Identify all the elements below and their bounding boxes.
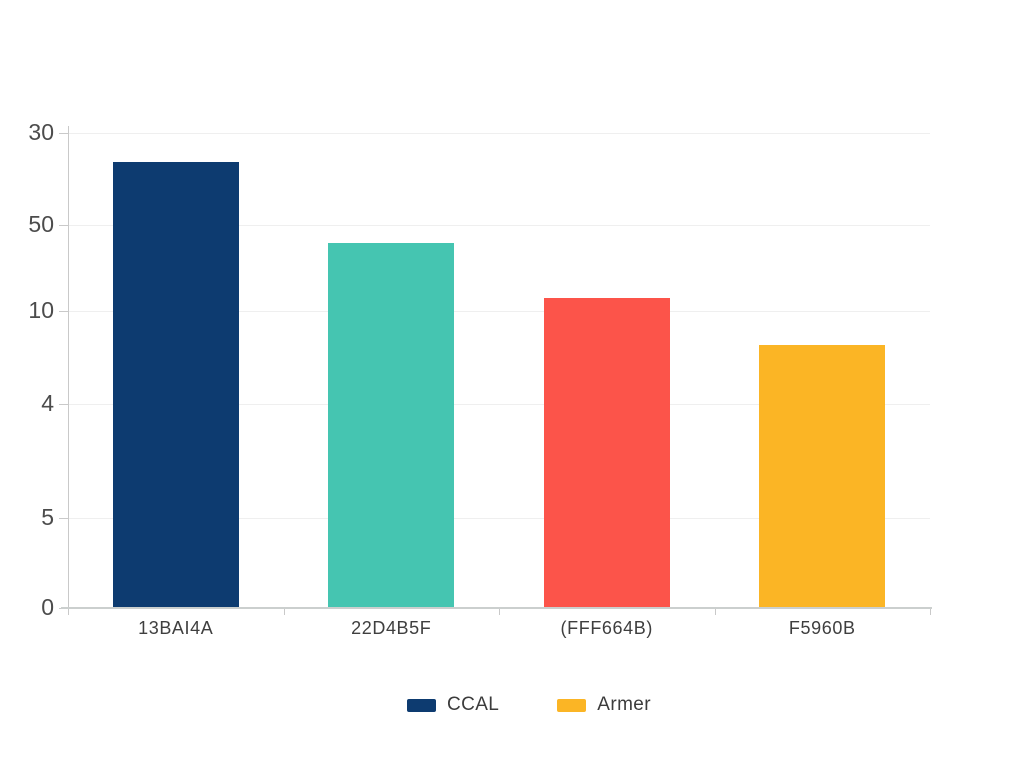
y-axis-tick-label: 50 [28, 211, 54, 238]
y-axis-tick [59, 311, 68, 313]
legend: CCAL Armer [0, 694, 1024, 716]
x-axis-labels: 13BAI4A 22D4B5F (FFF664B) F5960B [68, 618, 930, 639]
axis-ticks: 30 50 10 4 5 0 [28, 119, 931, 620]
y-axis-tick-label: 5 [41, 504, 54, 531]
legend-item-ccal: CCAL [406, 694, 500, 716]
legend-swatch [406, 698, 436, 712]
x-axis-tick-label: 22D4B5F [351, 618, 432, 638]
y-axis-tick-label: 30 [28, 119, 54, 146]
x-axis-tick-label: 13BAI4A [138, 618, 214, 638]
bar-slot [715, 130, 931, 608]
bar-slot [284, 130, 500, 608]
x-axis-tick [68, 608, 69, 615]
bar-slot [68, 130, 284, 608]
gridline [68, 311, 930, 313]
bar-1 [112, 162, 239, 608]
legend-label: Armer [597, 694, 652, 715]
gridline [68, 403, 930, 405]
gridline [68, 225, 930, 227]
x-axis-tick [499, 608, 500, 615]
bar-3 [543, 297, 670, 608]
y-axis-tick [59, 518, 68, 520]
y-axis-tick-label: 10 [28, 297, 54, 324]
gridline [68, 133, 930, 135]
bar-2 [328, 242, 455, 608]
x-axis-tick [283, 608, 285, 615]
x-axis-tick [930, 608, 931, 615]
legend-item-armer: Armer [557, 694, 651, 716]
x-axis-tick [714, 608, 716, 615]
gridline [68, 518, 930, 520]
x-axis-tick-label: F5960B [788, 618, 856, 638]
x-axis-tick-label: (FFF664B) [560, 618, 653, 638]
y-axis-tick [59, 403, 68, 405]
gridlines [68, 130, 930, 608]
x-axis-line [61, 607, 932, 609]
y-axis-line [68, 126, 69, 608]
legend-label: CCAL [446, 694, 500, 715]
y-axis-tick-label: 4 [41, 389, 54, 416]
bar-4 [759, 345, 886, 608]
plot-area: 30 50 10 4 5 0 13BAI4A 22D4B5F (FFF664B) F5960B [28, 119, 932, 638]
bar-slot [499, 130, 715, 608]
bars-row [68, 130, 930, 608]
y-axis-tick-label: 0 [41, 593, 54, 620]
y-axis-tick [59, 225, 68, 227]
y-axis-tick [59, 133, 68, 135]
legend-swatch [557, 698, 587, 712]
